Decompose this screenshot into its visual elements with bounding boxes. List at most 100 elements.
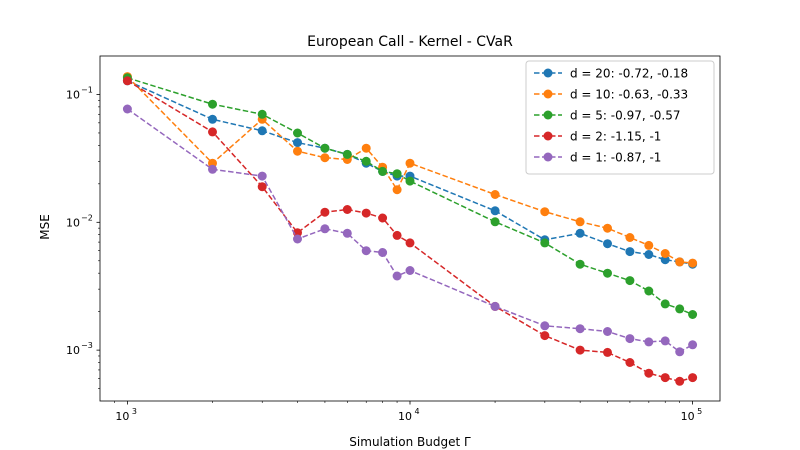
y-tick-label: 10	[66, 344, 80, 357]
y-tick-label: 10	[66, 216, 80, 229]
data-point	[293, 228, 302, 238]
data-point	[392, 185, 402, 195]
plot-area: 10 3 10 4 10 510 −310 −210 −1	[66, 55, 721, 423]
data-point	[490, 190, 500, 199]
data-point	[625, 247, 635, 257]
data-point	[361, 156, 371, 166]
data-point	[490, 217, 500, 227]
data-point	[625, 233, 635, 242]
x-tick-label: 10	[681, 410, 695, 423]
legend-item: d = 1: -0.87, -1	[534, 151, 661, 165]
data-point	[540, 331, 550, 341]
data-point	[208, 127, 217, 137]
data-point	[625, 276, 635, 286]
data-point	[392, 271, 402, 281]
chart-title: European Call - Kernel - CVaR	[307, 34, 513, 50]
y-axis-label: MSE	[38, 214, 52, 240]
data-point	[392, 169, 402, 179]
legend-item: d = 5: -0.97, -0.57	[534, 109, 681, 123]
data-point	[660, 336, 670, 346]
series-4	[122, 76, 698, 386]
data-point	[122, 76, 132, 86]
data-point	[575, 259, 585, 269]
data-point	[603, 347, 612, 357]
legend-label: d = 5: -0.97, -0.57	[570, 109, 681, 123]
data-point	[603, 268, 612, 278]
legend-marker	[543, 68, 553, 78]
data-point	[644, 240, 654, 250]
y-tick-exponent: −2	[81, 213, 93, 222]
data-point	[675, 376, 685, 386]
data-point	[540, 238, 550, 248]
y-tick-label: 10	[66, 88, 80, 101]
data-point	[603, 223, 612, 233]
data-point	[405, 158, 415, 168]
data-point	[361, 246, 371, 256]
data-point	[688, 340, 698, 350]
data-point	[392, 230, 402, 240]
data-point	[293, 128, 302, 138]
x-tick-exponent: 3	[132, 407, 137, 416]
data-point	[122, 104, 132, 114]
data-point	[208, 99, 217, 109]
data-point	[644, 250, 654, 259]
data-point	[575, 228, 585, 238]
data-point	[625, 334, 635, 344]
data-point	[625, 358, 635, 367]
data-point	[405, 238, 415, 248]
data-point	[293, 138, 302, 148]
data-point	[490, 206, 500, 216]
legend-label: d = 1: -0.87, -1	[570, 151, 661, 165]
data-point	[644, 337, 654, 347]
data-point	[257, 126, 267, 136]
data-point	[405, 176, 415, 186]
data-point	[342, 205, 352, 214]
x-tick-label: 10	[398, 410, 412, 423]
legend-marker	[543, 152, 553, 162]
data-point	[540, 207, 550, 217]
x-tick-label: 10	[115, 410, 129, 423]
legend-marker	[543, 131, 553, 141]
data-point	[688, 258, 698, 268]
data-point	[361, 208, 371, 218]
data-point	[378, 248, 388, 257]
data-point	[257, 171, 267, 181]
legend-label: d = 2: -1.15, -1	[570, 130, 661, 144]
data-point	[660, 299, 670, 309]
data-point	[342, 228, 352, 238]
data-point	[688, 373, 698, 383]
data-point	[675, 257, 685, 267]
legend-marker	[543, 110, 553, 120]
data-point	[603, 239, 612, 249]
series-3	[122, 73, 698, 319]
data-point	[361, 143, 371, 153]
data-point	[342, 149, 352, 159]
legend-item: d = 10: -0.63, -0.33	[534, 88, 688, 102]
data-point	[575, 345, 585, 355]
data-point	[378, 213, 388, 223]
data-point	[660, 373, 670, 383]
legend-marker	[543, 89, 553, 99]
data-point	[575, 324, 585, 334]
legend-item: d = 2: -1.15, -1	[534, 130, 661, 144]
data-point	[675, 347, 685, 357]
x-tick-exponent: 4	[414, 407, 419, 416]
data-point	[378, 166, 388, 176]
data-point	[257, 182, 267, 192]
plot-frame	[99, 55, 721, 402]
data-point	[208, 114, 217, 124]
y-tick-exponent: −1	[81, 85, 93, 94]
data-point	[575, 217, 585, 227]
y-tick-exponent: −3	[81, 341, 93, 350]
data-point	[208, 164, 217, 174]
data-point	[540, 321, 550, 331]
legend: d = 20: -0.72, -0.18 d = 10: -0.63, -0.33…	[525, 60, 715, 175]
legend-label: d = 10: -0.63, -0.33	[570, 88, 688, 102]
data-point	[660, 255, 670, 265]
data-point	[490, 301, 500, 311]
legend-item: d = 20: -0.72, -0.18	[534, 67, 688, 81]
data-point	[320, 207, 330, 217]
x-axis-label: Simulation Budget Γ	[349, 435, 471, 449]
data-point	[320, 143, 330, 153]
